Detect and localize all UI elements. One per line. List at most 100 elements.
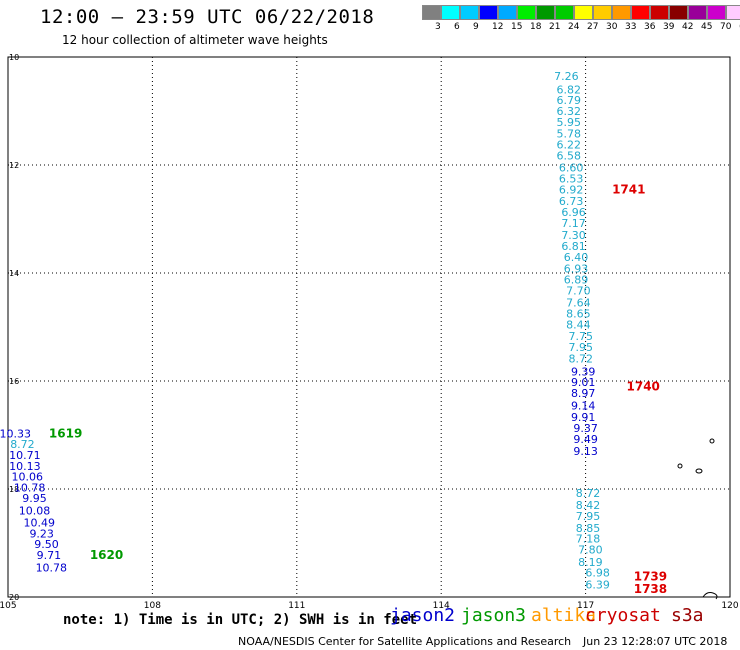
y-tick-label: 10 <box>9 53 19 62</box>
legend-label: 3 <box>435 22 441 32</box>
swh-value-label: 9.91 <box>571 411 596 424</box>
legend-swatch-7 <box>555 5 574 20</box>
swh-value-label: 9.37 <box>573 422 598 435</box>
legend-swatch-16 <box>726 5 740 20</box>
pass-time-label: 1740 <box>627 379 660 393</box>
x-tick-label: 114 <box>433 601 450 611</box>
swh-value-label: 10.13 <box>9 460 41 473</box>
swh-value-label: 6.79 <box>557 94 582 107</box>
satellite-jason3: jason3 <box>461 605 527 626</box>
swh-value-label: 10.71 <box>9 449 41 462</box>
swh-value-label: 8.42 <box>576 499 601 512</box>
swh-value-label: 6.93 <box>564 263 589 276</box>
pass-time-label: 1620 <box>90 548 123 562</box>
swh-value-label: 8.85 <box>576 522 601 535</box>
legend-label: 39 <box>663 22 675 32</box>
chart-title: 12:00 – 23:59 UTC 06/22/2018 <box>40 6 375 28</box>
x-tick-label: 105 <box>0 601 17 611</box>
legend-swatch-2 <box>460 5 479 20</box>
color-scale-legend <box>422 5 740 20</box>
swh-value-label: 8.72 <box>569 352 594 365</box>
credit-line: NOAA/NESDIS Center for Satellite Applica… <box>238 635 572 648</box>
swh-value-label: 8.19 <box>578 556 603 569</box>
legend-label: 45 <box>701 22 713 32</box>
swh-value-label: 6.73 <box>559 195 584 208</box>
swh-value-label: 6.39 <box>585 579 610 592</box>
legend-swatch-0 <box>422 5 441 20</box>
swh-value-label: 10.49 <box>24 516 56 529</box>
swh-value-label: 9.95 <box>22 492 47 505</box>
swh-value-label: 9.71 <box>37 549 62 562</box>
legend-swatch-10 <box>612 5 631 20</box>
swh-value-label: 6.82 <box>557 83 582 96</box>
y-tick-label: 14 <box>9 269 19 278</box>
footer-note: note: 1) Time is in UTC; 2) SWH is in fe… <box>63 612 418 628</box>
legend-swatch-15 <box>707 5 726 20</box>
swh-value-label: 8.72 <box>10 438 35 451</box>
y-tick-label: 12 <box>9 161 19 170</box>
y-tick-label: 20 <box>9 593 19 602</box>
satellite-jason2: jason2 <box>390 605 456 626</box>
legend-label: 9 <box>473 22 479 32</box>
legend-label: 36 <box>644 22 656 32</box>
swh-value-label: 8.97 <box>571 387 596 400</box>
chart-subtitle: 12 hour collection of altimeter wave hei… <box>62 33 328 47</box>
x-tick-label: 111 <box>288 601 305 611</box>
swh-value-label: 10.78 <box>36 561 68 574</box>
satellite-altika: altika <box>531 605 597 626</box>
island-outline <box>709 438 715 444</box>
swh-value-label: 9.01 <box>571 376 596 389</box>
legend-label: 27 <box>587 22 599 32</box>
swh-value-label: 10.78 <box>14 481 46 494</box>
legend-label: 12 <box>492 22 504 32</box>
y-tick-label: 18 <box>9 485 19 494</box>
swh-value-label: 7.75 <box>569 330 594 343</box>
legend-label: 6 <box>454 22 460 32</box>
swh-value-label: 7.26 <box>554 70 579 83</box>
satellite-cryosat: cryosat <box>585 605 661 626</box>
legend-swatch-9 <box>593 5 612 20</box>
legend-swatch-14 <box>688 5 707 20</box>
legend-label: 30 <box>606 22 618 32</box>
legend-label: 70 <box>720 22 732 32</box>
coastline-outline <box>702 592 718 600</box>
x-tick-label: 117 <box>577 601 594 611</box>
swh-value-label: 10.08 <box>19 505 51 518</box>
plot-frame <box>7 56 731 598</box>
swh-value-label: 9.49 <box>573 433 598 446</box>
swh-value-label: 7.30 <box>561 229 586 242</box>
satellite-s3a: s3a <box>671 605 704 626</box>
swh-value-label: 7.18 <box>576 533 601 546</box>
swh-value-label: 10.06 <box>12 471 44 484</box>
swh-value-label: 9.50 <box>34 538 59 551</box>
pass-time-label: 1619 <box>49 426 82 440</box>
swh-value-label: 8.65 <box>566 308 591 321</box>
swh-value-label: 6.32 <box>557 105 582 118</box>
legend-swatch-1 <box>441 5 460 20</box>
pass-time-label: 1738 <box>634 582 667 596</box>
swh-value-label: 10.33 <box>0 427 31 440</box>
legend-swatch-5 <box>517 5 536 20</box>
pass-time-label: 1739 <box>634 569 667 583</box>
swh-value-label: 6.53 <box>559 173 584 186</box>
swh-value-label: 9.14 <box>571 399 596 412</box>
x-tick-label: 120 <box>721 601 738 611</box>
swh-value-label: 8.72 <box>576 487 601 500</box>
swh-value-label: 5.95 <box>557 116 582 129</box>
legend-swatch-8 <box>574 5 593 20</box>
legend-label: 24 <box>568 22 580 32</box>
swh-value-label: 6.40 <box>564 251 589 264</box>
swh-value-label: 8.44 <box>566 318 591 331</box>
legend-swatch-6 <box>536 5 555 20</box>
legend-swatch-3 <box>479 5 498 20</box>
pass-time-label: 1741 <box>612 182 645 196</box>
island-outline <box>695 468 703 474</box>
legend-swatch-12 <box>650 5 669 20</box>
legend-swatch-4 <box>498 5 517 20</box>
legend-swatch-13 <box>669 5 688 20</box>
swh-value-label: 7.64 <box>566 297 591 310</box>
swh-value-label: 5.78 <box>557 128 582 141</box>
swh-value-label: 6.60 <box>559 162 584 175</box>
